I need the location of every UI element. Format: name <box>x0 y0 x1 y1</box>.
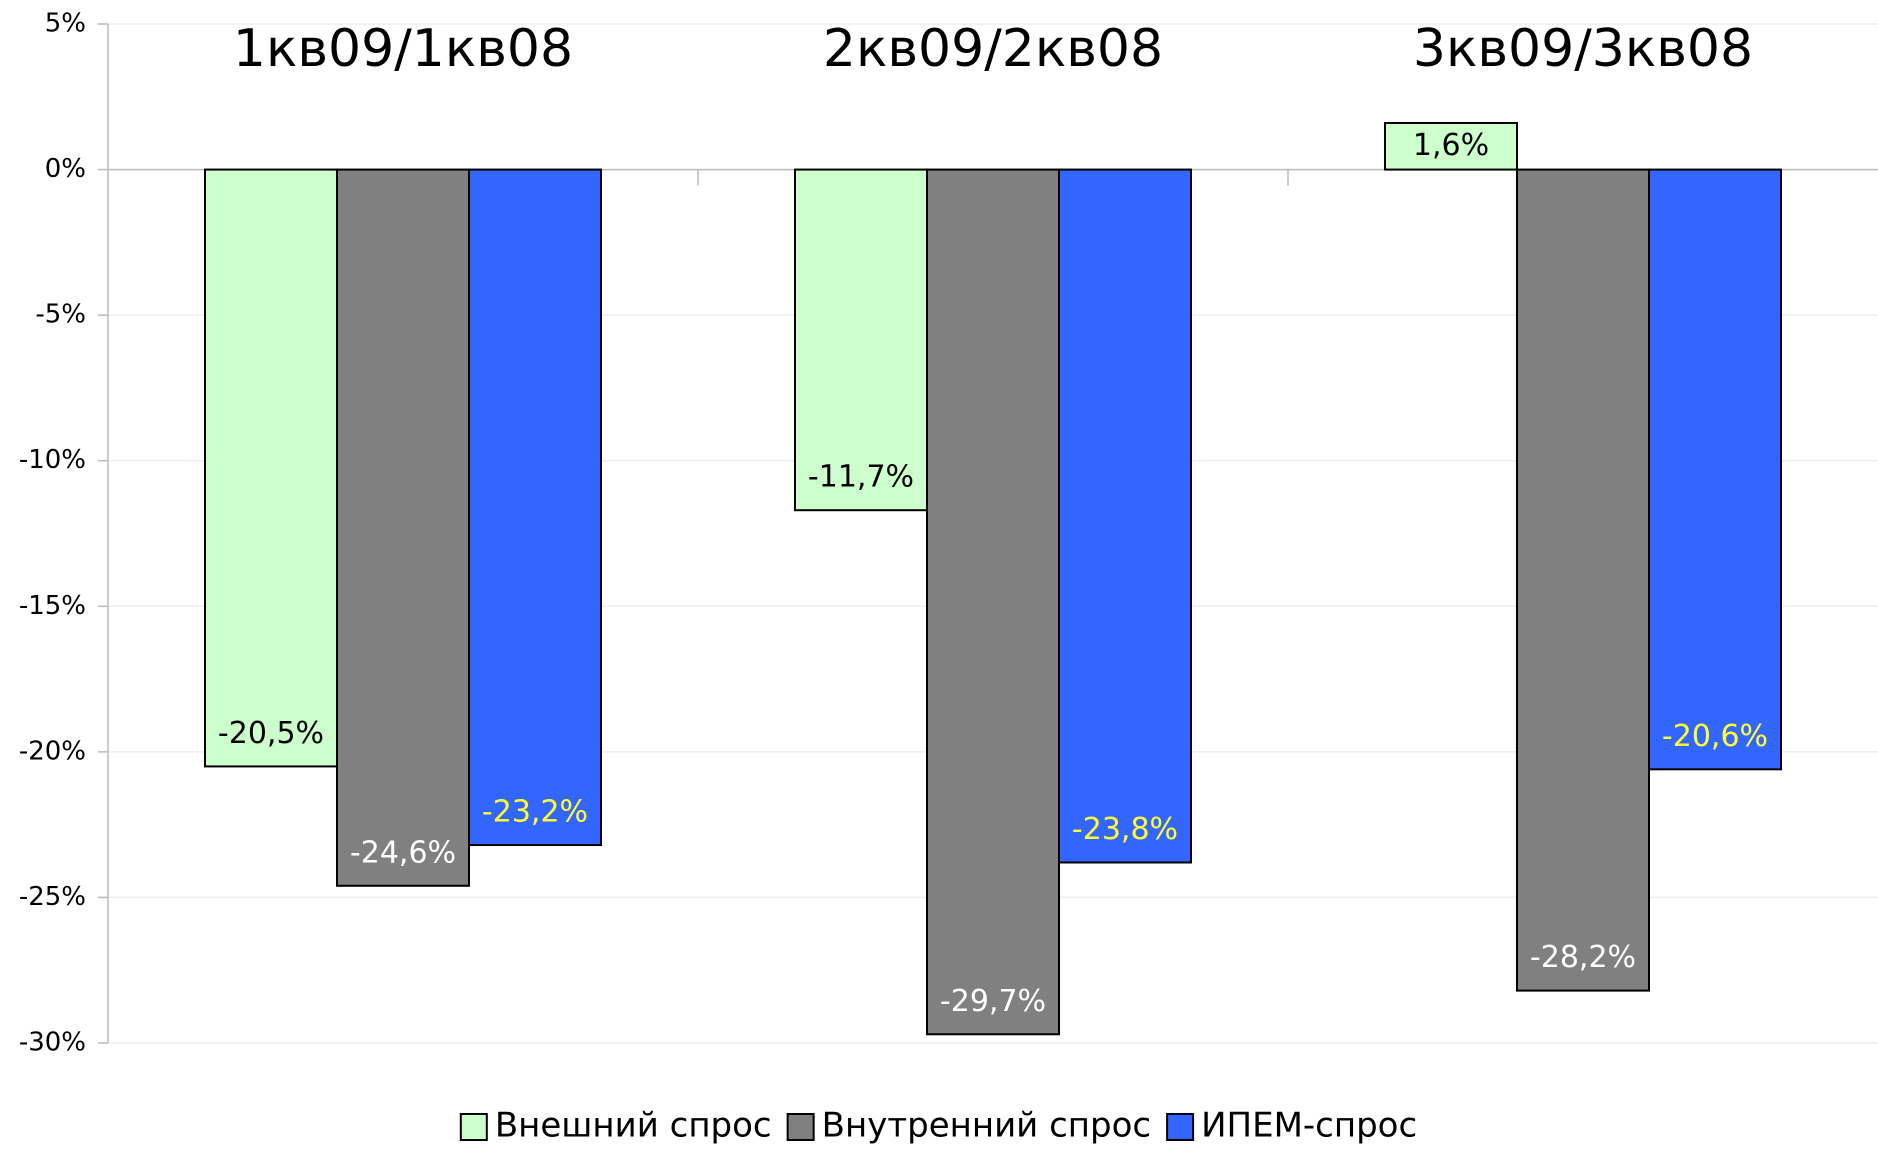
y-tick-label: -30% <box>19 1028 86 1058</box>
y-tick-label: 0% <box>45 154 86 184</box>
y-tick-label: 5% <box>45 9 86 39</box>
legend-swatch <box>459 1113 488 1141</box>
legend-label: Внешний спрос <box>495 1106 772 1146</box>
bar <box>1648 168 1782 771</box>
data-label: -23,2% <box>482 795 588 830</box>
category-label: 3кв09/3кв08 <box>1413 19 1753 79</box>
category-label: 1кв09/1кв08 <box>233 19 573 79</box>
bar <box>794 168 928 512</box>
data-label: -20,6% <box>1662 719 1768 754</box>
category-label: 2кв09/2кв08 <box>823 19 1163 79</box>
data-label: -29,7% <box>940 984 1046 1019</box>
data-label: 1,6% <box>1413 128 1489 163</box>
bar <box>336 168 470 887</box>
y-tick-label: -25% <box>19 882 86 912</box>
bar <box>468 168 602 847</box>
bar <box>1516 168 1650 992</box>
y-tick-label: -20% <box>19 736 86 766</box>
data-label: -28,2% <box>1530 940 1636 975</box>
bar <box>204 168 338 768</box>
legend-swatch <box>786 1113 815 1141</box>
data-label: -23,8% <box>1072 812 1178 847</box>
bar <box>926 168 1060 1036</box>
y-tick-label: -15% <box>19 591 86 621</box>
y-tick-label: -5% <box>35 300 86 330</box>
data-label: -20,5% <box>218 716 324 751</box>
data-label: -11,7% <box>808 460 914 495</box>
bar <box>1058 168 1192 864</box>
data-label: -24,6% <box>350 835 456 870</box>
legend-label: Внутренний спрос <box>822 1106 1151 1146</box>
legend-swatch <box>1166 1113 1195 1141</box>
y-tick-label: -10% <box>19 445 86 475</box>
legend-label: ИПЕМ-спрос <box>1201 1106 1417 1146</box>
bar <box>1384 121 1518 171</box>
